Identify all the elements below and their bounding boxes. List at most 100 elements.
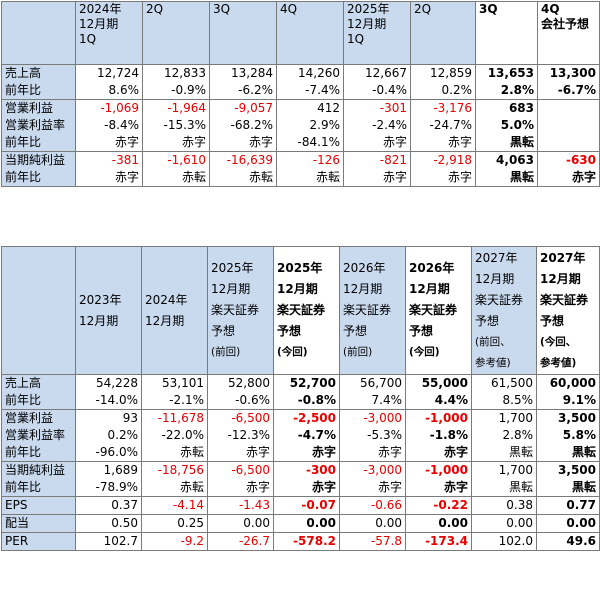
cell-value: 赤字	[571, 170, 596, 184]
table1-header-line: 2024年	[79, 2, 122, 17]
cell-value: 赤転	[179, 445, 204, 459]
cell-value: 13,653	[487, 66, 534, 80]
cell-value: 赤字	[311, 445, 336, 459]
table2-value-cell: 93 0.2% -96.0%	[75, 409, 142, 462]
table1-value-cell	[537, 99, 600, 152]
cell-value: -5.3%	[367, 428, 402, 442]
table2-header-line: 2027年	[475, 250, 518, 265]
cell-value: -0.22	[433, 498, 468, 512]
table2-header-line: (前回)	[343, 346, 373, 358]
table1-header-5: 2Q	[410, 1, 476, 65]
cell-value: 赤字	[447, 170, 472, 184]
table2-header-line: 楽天証券	[475, 292, 524, 307]
table2-header-line: (今回、	[540, 335, 577, 348]
table2-header-line: 12月期	[145, 313, 185, 328]
cell-value: 0.00	[243, 516, 270, 530]
table2-value-cell: -0.66	[339, 496, 406, 515]
table2-value-cell: -0.22	[405, 496, 472, 515]
table2-row-label: 当期純利益 前年比	[1, 461, 76, 497]
table1-header-line: 4Q	[280, 2, 298, 17]
table2-header-line: (前回)	[211, 346, 241, 358]
table2-row-label: 配当	[1, 514, 76, 533]
table2-value-cell: -6,500 -12.3% 赤字	[207, 409, 274, 462]
table1-value-cell: 12,859 0.2%	[410, 64, 476, 100]
table2-header-line: 2027年	[540, 250, 586, 265]
table2-row: 売上高 前年比 54,228 -14.0% 53,101 -2.1% 52,800 -0.6%…	[1, 374, 600, 410]
table1-header-6: 3Q	[475, 1, 538, 65]
table1-row-label: 営業利益 営業利益率 前年比	[1, 99, 76, 152]
cell-value: 3,500	[558, 463, 596, 477]
cell-value: -126	[312, 153, 340, 167]
table2-header-line: 12月期	[211, 282, 251, 296]
table2-value-cell: 0.38	[471, 496, 537, 515]
table1-value-cell: 12,833 -0.9%	[142, 64, 210, 100]
table1-row-label: 当期純利益 前年比	[1, 151, 76, 187]
cell-value: -12.3%	[227, 428, 270, 442]
table1-header-1: 2Q	[142, 1, 210, 65]
cell-value: 0.2%	[441, 83, 473, 97]
table2-header-line: (今回)	[277, 346, 308, 358]
cell-value: 52,800	[228, 376, 270, 390]
cell-value: -4.7%	[297, 428, 336, 442]
table1-row: 売上高 前年比 12,724 8.6% 12,833 -0.9% 13,284 -6.2% 14…	[1, 64, 600, 100]
table1-header-line: 1Q	[347, 32, 365, 46]
table2-value-cell: 52,700 -0.8%	[273, 374, 340, 410]
cell-value: 12,833	[164, 66, 206, 80]
cell-value: 4,063	[496, 153, 534, 167]
cell-value: 赤字	[245, 445, 270, 459]
cell-value: 12,859	[430, 66, 472, 80]
table2-row: PER 102.7 -9.2 -26.7 -578.2 -57.8 -173.4 102.0 4…	[1, 532, 600, 551]
quarterly-results-table: 2024年 12月期 1Q 2Q 3Q 4Q 2025年 12月期 1Q 2Q 3Q 4Q 会社予想 売上…	[1, 1, 600, 187]
cell-value: -173.4	[425, 534, 468, 548]
cell-value: 赤転	[179, 480, 204, 494]
cell-value	[541, 101, 596, 118]
table1-value-cell: 12,667 -0.4%	[343, 64, 411, 100]
cell-value: 12,724	[97, 66, 139, 80]
cell-value: -301	[379, 101, 407, 115]
cell-value: 1,700	[498, 463, 533, 477]
cell-value: 赤字	[311, 480, 336, 494]
annual-forecast-table: 2023年 12月期 2024年 12月期 2025年 12月期 楽天証券 予想 (前回) 202…	[1, 246, 600, 551]
cell-value: -0.07	[301, 498, 336, 512]
table2-header-line: 12月期	[79, 313, 119, 328]
table2-header-line: 楽天証券	[540, 292, 589, 307]
table2-header-line: 参考値)	[475, 356, 511, 369]
table1-header-line: 2025年	[347, 2, 390, 17]
table2-row-label: 売上高 前年比	[1, 374, 76, 410]
table2-header-line: 予想	[277, 324, 302, 338]
cell-value: -9,057	[234, 101, 273, 115]
table2-header-6: 2027年 12月期 楽天証券 予想 (前回、 参考値)	[471, 246, 537, 375]
cell-value: -84.1%	[297, 135, 340, 149]
table1-header-line: 2Q	[414, 2, 432, 17]
cell-value: 黒転	[508, 445, 533, 459]
table2-row: EPS 0.37 -4.14 -1.43 -0.07 -0.66 -0.22 0.38 0.77	[1, 496, 600, 515]
cell-value: -0.8%	[297, 393, 336, 407]
table2-value-cell: 1,700 2.8% 黒転	[471, 409, 537, 462]
table2-value-cell: 0.00	[273, 514, 340, 533]
cell-value: -24.7%	[429, 118, 472, 132]
table2-value-cell: 60,000 9.1%	[536, 374, 600, 410]
table1-value-cell: -16,639 赤転	[209, 151, 277, 187]
cell-value: 53,101	[162, 376, 204, 390]
table1-value-cell: 12,724 8.6%	[75, 64, 143, 100]
table2-value-cell: 56,700 7.4%	[339, 374, 406, 410]
cell-value: 黒転	[571, 480, 596, 494]
table2-header-line: 2026年	[409, 261, 455, 275]
cell-value: -1,964	[167, 101, 206, 115]
cell-value: -15.3%	[163, 118, 206, 132]
table2-header-line: (前回、	[475, 335, 511, 348]
table2-value-cell: -4.14	[141, 496, 208, 515]
table2-row-label: EPS	[1, 496, 76, 515]
table2-value-cell: 49.6	[536, 532, 600, 551]
table2-value-cell: 1,700 黒転	[471, 461, 537, 497]
cell-value: -578.2	[293, 534, 336, 548]
table2-row-label: 営業利益 営業利益率 前年比	[1, 409, 76, 462]
table2-header-1: 2024年 12月期	[141, 246, 208, 375]
row-label-text: 営業利益	[5, 411, 54, 425]
cell-value: 8.6%	[108, 83, 140, 97]
table2-value-cell: -3,000 赤字	[339, 461, 406, 497]
row-label-text: 売上高	[5, 376, 42, 390]
row-label-text: PER	[5, 534, 29, 548]
row-label-text: 前年比	[5, 83, 42, 97]
cell-value: 13,284	[231, 66, 273, 80]
